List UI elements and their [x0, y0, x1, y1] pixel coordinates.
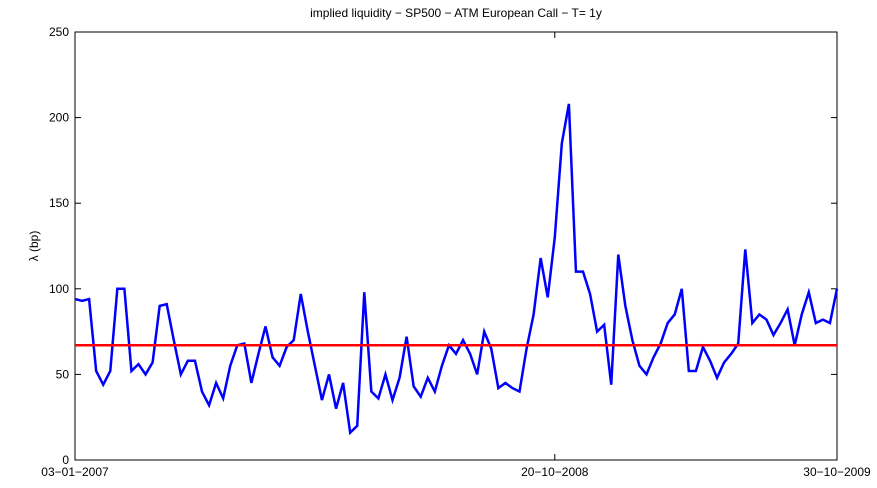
y-tick-label: 100 — [49, 282, 69, 296]
y-tick-label: 0 — [62, 453, 69, 467]
y-tick-label: 50 — [56, 367, 70, 381]
plot-frame — [74, 31, 838, 461]
x-tick-label: 03−01−2007 — [41, 465, 109, 479]
y-tick-label: 150 — [49, 196, 69, 210]
data-line — [74, 103, 839, 436]
chart-title: implied liquidity − SP500 − ATM European… — [310, 6, 602, 20]
y-tick-label: 250 — [49, 25, 69, 39]
y-axis-label: λ (bp) — [27, 231, 41, 262]
x-tick-label: 30−10−2009 — [803, 465, 871, 479]
y-tick-label: 200 — [49, 111, 69, 125]
x-tick-label: 20−10−2008 — [521, 465, 589, 479]
